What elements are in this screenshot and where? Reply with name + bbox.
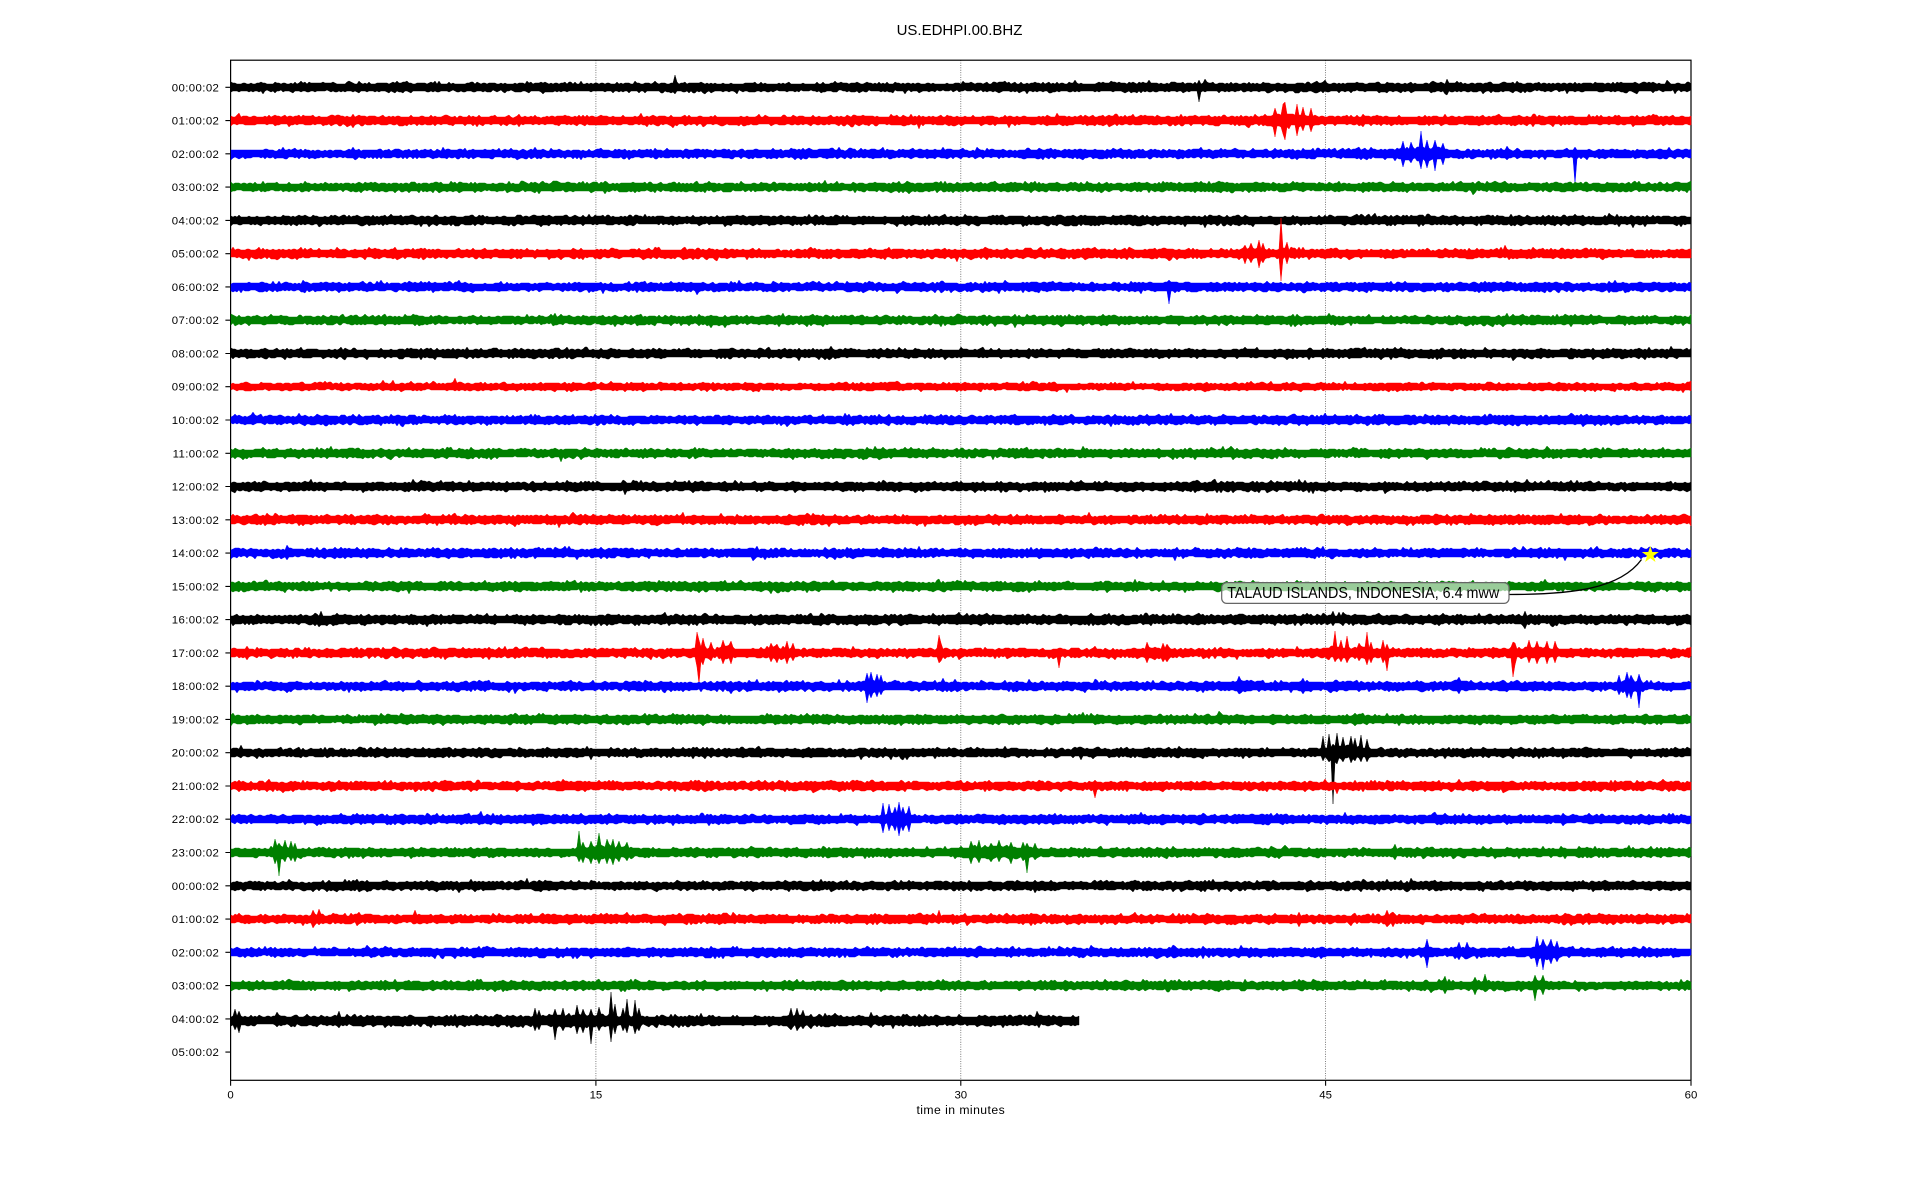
svg-text:10:00:02: 10:00:02 <box>172 415 220 427</box>
svg-text:03:00:02: 03:00:02 <box>172 182 220 194</box>
svg-text:US.EDHPI.00.BHZ: US.EDHPI.00.BHZ <box>897 22 1023 39</box>
svg-text:00:00:02: 00:00:02 <box>172 881 220 893</box>
svg-text:05:00:02: 05:00:02 <box>172 1047 220 1059</box>
svg-text:0: 0 <box>227 1090 233 1102</box>
svg-text:08:00:02: 08:00:02 <box>172 349 220 361</box>
svg-text:11:00:02: 11:00:02 <box>173 448 220 460</box>
svg-text:01:00:02: 01:00:02 <box>172 116 220 128</box>
svg-text:13:00:02: 13:00:02 <box>172 515 220 527</box>
svg-text:23:00:02: 23:00:02 <box>172 848 220 860</box>
svg-text:15:00:02: 15:00:02 <box>172 581 220 593</box>
svg-text:45: 45 <box>1319 1090 1332 1102</box>
svg-text:03:00:02: 03:00:02 <box>172 981 220 993</box>
svg-text:14:00:02: 14:00:02 <box>172 548 220 560</box>
svg-text:20:00:02: 20:00:02 <box>172 748 220 760</box>
svg-text:22:00:02: 22:00:02 <box>172 814 220 826</box>
svg-text:04:00:02: 04:00:02 <box>172 1014 220 1026</box>
svg-text:16:00:02: 16:00:02 <box>172 615 220 627</box>
svg-text:04:00:02: 04:00:02 <box>172 215 220 227</box>
svg-text:30: 30 <box>954 1090 967 1102</box>
svg-text:09:00:02: 09:00:02 <box>172 382 220 394</box>
svg-text:02:00:02: 02:00:02 <box>172 149 220 161</box>
svg-text:06:00:02: 06:00:02 <box>172 282 220 294</box>
svg-text:00:00:02: 00:00:02 <box>172 82 220 94</box>
svg-text:time in minutes: time in minutes <box>916 1103 1005 1117</box>
svg-text:01:00:02: 01:00:02 <box>172 914 220 926</box>
svg-text:19:00:02: 19:00:02 <box>172 714 220 726</box>
svg-text:TALAUD ISLANDS, INDONESIA, 6.4: TALAUD ISLANDS, INDONESIA, 6.4 mww <box>1227 585 1500 602</box>
svg-text:60: 60 <box>1685 1090 1698 1102</box>
svg-text:21:00:02: 21:00:02 <box>172 781 220 793</box>
svg-text:05:00:02: 05:00:02 <box>172 249 220 261</box>
svg-text:02:00:02: 02:00:02 <box>172 947 220 959</box>
svg-text:12:00:02: 12:00:02 <box>172 482 220 494</box>
svg-text:15: 15 <box>590 1090 603 1102</box>
svg-text:07:00:02: 07:00:02 <box>172 315 220 327</box>
svg-text:17:00:02: 17:00:02 <box>172 648 220 660</box>
svg-text:18:00:02: 18:00:02 <box>172 681 220 693</box>
